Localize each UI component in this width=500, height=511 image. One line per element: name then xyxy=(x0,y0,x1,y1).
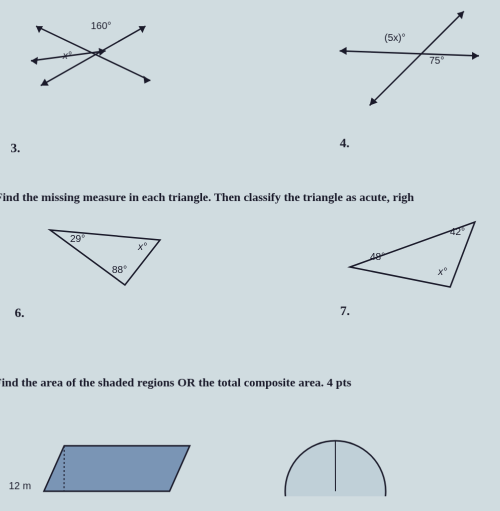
problem-7-figure xyxy=(335,212,495,302)
problem-4-number: 4. xyxy=(340,135,350,151)
p4-angle-5x: (5x)° xyxy=(384,33,405,44)
problem-3-figure xyxy=(21,0,171,125)
p6-angle-88: 88° xyxy=(112,265,127,276)
p6-angle-x: x° xyxy=(138,242,147,253)
problem-4-figure xyxy=(330,1,490,130)
triangle-instruction: Find the missing measure in each triangl… xyxy=(0,190,490,205)
p3-angle-x: x° xyxy=(63,51,72,62)
problem-6-figure xyxy=(30,215,180,305)
worksheet-page: 160° x° 3. (5x)° 75° 4. Find the missing… xyxy=(0,0,500,511)
p7-angle-48: 48° xyxy=(370,252,385,263)
p7-angle-42: 42° xyxy=(450,227,465,238)
bottom-parallelogram xyxy=(34,436,205,497)
p3-angle-160: 160° xyxy=(91,21,112,32)
p4-angle-75: 75° xyxy=(429,56,444,67)
bottom-label-12m: 12 m xyxy=(9,481,31,492)
p7-angle-x: x° xyxy=(438,267,447,278)
problem-3-number: 3. xyxy=(10,140,20,156)
p6-angle-29: 29° xyxy=(70,234,85,245)
problem-7-number: 7. xyxy=(340,303,350,319)
area-instruction: Find the area of the shaded regions OR t… xyxy=(0,375,491,390)
bottom-circle xyxy=(270,436,401,497)
problem-6-number: 6. xyxy=(15,305,25,321)
